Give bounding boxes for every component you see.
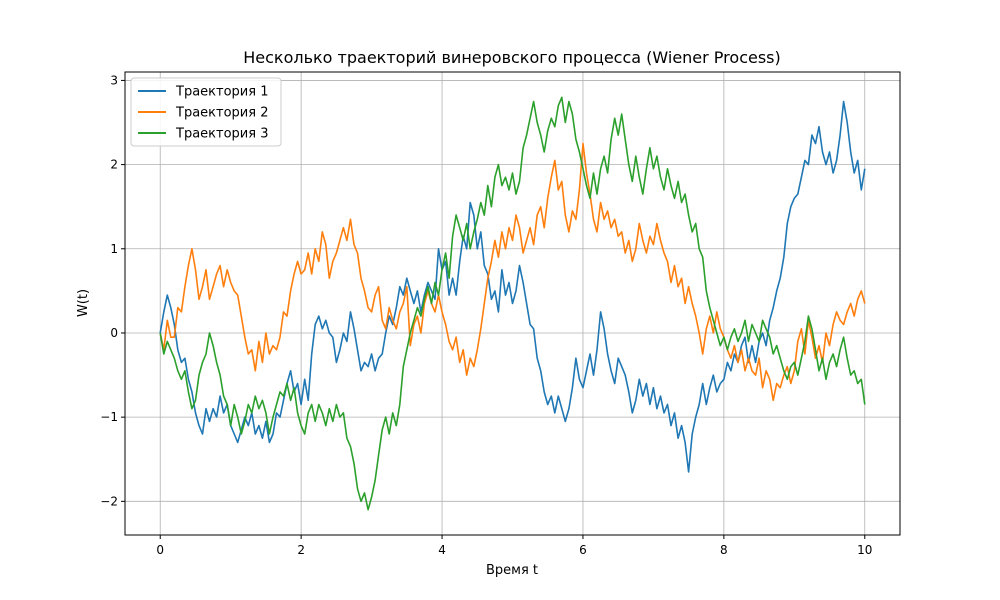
x-tick-label: 10 <box>857 543 872 557</box>
x-tick-label: 6 <box>579 543 587 557</box>
plot-frame <box>124 71 901 536</box>
series-lines <box>159 96 866 511</box>
legend-box <box>130 77 282 147</box>
x-tick-label: 4 <box>438 543 446 557</box>
y-tick-label: −2 <box>100 494 118 508</box>
y-tick-label: 1 <box>110 242 118 256</box>
series-line-2 <box>159 142 866 402</box>
x-tick-label: 8 <box>720 543 728 557</box>
x-axis-ticks: 0 2 4 6 8 10 <box>156 535 872 557</box>
y-tick-label: −1 <box>100 410 118 424</box>
grid-lines <box>125 72 900 535</box>
legend-label-3: Траектория 3 <box>175 127 268 142</box>
legend: Траектория 1 Траектория 2 Траектория 3 <box>130 77 282 147</box>
x-axis-label: Время t <box>486 563 538 578</box>
legend-label-1: Траектория 1 <box>175 85 268 100</box>
y-axis-ticks: −2 −1 0 1 2 3 <box>100 73 125 508</box>
y-axis-label: W(t) <box>76 289 91 317</box>
x-tick-label: 0 <box>156 543 164 557</box>
legend-items: Траектория 1 Траектория 2 Траектория 3 <box>138 85 268 142</box>
series-line-1 <box>159 100 866 473</box>
y-tick-label: 3 <box>110 73 118 87</box>
y-tick-label: 0 <box>110 326 118 340</box>
chart-title: Несколько траекторий винеровского процес… <box>243 48 781 67</box>
x-tick-label: 2 <box>297 543 305 557</box>
legend-label-2: Траектория 2 <box>175 106 268 121</box>
y-tick-label: 2 <box>110 158 118 172</box>
series-line-3 <box>159 96 866 511</box>
